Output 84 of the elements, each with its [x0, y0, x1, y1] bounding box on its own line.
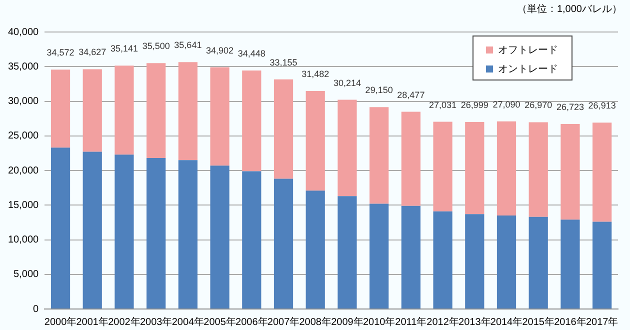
bar [338, 196, 357, 308]
bar [306, 190, 325, 308]
bar [210, 67, 230, 166]
bar [370, 204, 389, 308]
x-tick-label: 2013年 [458, 316, 491, 328]
bar [114, 66, 134, 155]
total-label: 29,150 [365, 85, 393, 96]
total-label: 27,090 [492, 99, 520, 110]
bar [496, 121, 516, 216]
legend-label: オントレード [498, 64, 558, 75]
x-tick-label: 2004年 [172, 316, 204, 328]
x-tick-label: 2015年 [522, 316, 554, 328]
total-label: 26,913 [588, 100, 616, 111]
bar [528, 122, 548, 217]
bar [242, 171, 262, 308]
bar [50, 70, 70, 148]
x-tick-label: 2007年 [267, 316, 300, 328]
legend-label: オフトレード [498, 44, 558, 56]
x-tick-label: 2008年 [299, 316, 332, 328]
bar [338, 100, 357, 196]
y-tick-label: 35,000 [8, 61, 40, 72]
bar [528, 216, 548, 308]
bar [560, 220, 580, 308]
bar [274, 79, 294, 179]
total-label: 27,031 [429, 100, 457, 110]
y-tick-label: 30,000 [8, 96, 40, 107]
bar [560, 124, 580, 220]
x-tick-label: 2010年 [362, 316, 396, 328]
x-tick-label: 2009年 [331, 316, 364, 328]
text: （単位：1,000バレル） [516, 4, 622, 15]
x-tick-label: 2016年 [554, 316, 586, 328]
x-tick-label: 2012年 [426, 316, 459, 328]
bar [401, 112, 420, 206]
total-label: 34,448 [238, 48, 266, 58]
bar [496, 216, 516, 308]
x-tick-label: 2003年 [140, 316, 172, 328]
x-tick-label: 2006年 [236, 316, 268, 328]
x-tick-label: 2005年 [204, 316, 236, 328]
total-label: 31,482 [302, 68, 330, 79]
bar [306, 90, 325, 191]
total-label: 35,500 [142, 41, 170, 52]
bar [465, 214, 484, 308]
x-tick-label: 2000年 [44, 316, 77, 328]
bar [433, 122, 452, 212]
y-tick-label: 10,000 [8, 234, 40, 246]
bar [242, 70, 262, 172]
x-tick-label: 2002年 [108, 316, 140, 328]
total-label: 34,572 [46, 48, 74, 58]
bar [370, 107, 389, 204]
y-tick-label: 0 [33, 304, 40, 315]
y-tick-label: 25,000 [8, 130, 40, 142]
x-tick-label: 2017年 [586, 316, 618, 328]
y-tick-label: 20,000 [8, 165, 40, 176]
bar [592, 222, 612, 308]
bar [465, 122, 484, 214]
bar [146, 158, 166, 308]
total-label: 26,723 [556, 102, 584, 112]
total-label: 35,641 [174, 40, 202, 50]
total-label: 30,214 [333, 78, 361, 88]
y-tick-label: 5,000 [14, 269, 40, 280]
bar [433, 211, 452, 308]
bar [401, 206, 420, 308]
bar [50, 148, 70, 308]
x-tick-label: 2014年 [490, 316, 523, 328]
total-label: 26,970 [524, 100, 552, 110]
bar [210, 166, 230, 308]
x-tick-label: 2011年 [395, 316, 427, 328]
total-label: 33,155 [270, 57, 298, 68]
bar [592, 122, 612, 222]
bar [82, 152, 102, 308]
total-label: 28,477 [397, 90, 425, 100]
total-label: 34,627 [78, 47, 106, 58]
bar [114, 154, 134, 308]
bar [82, 69, 102, 152]
bar [178, 160, 198, 308]
bar [146, 63, 166, 158]
x-tick-label: 2001年 [76, 316, 108, 328]
bar [178, 62, 198, 160]
bar [274, 178, 294, 308]
y-tick-label: 40,000 [8, 26, 40, 38]
total-label: 26,999 [460, 100, 488, 110]
total-label: 34,902 [206, 45, 234, 56]
y-tick-label: 15,000 [8, 200, 40, 211]
total-label: 35,141 [110, 44, 138, 54]
